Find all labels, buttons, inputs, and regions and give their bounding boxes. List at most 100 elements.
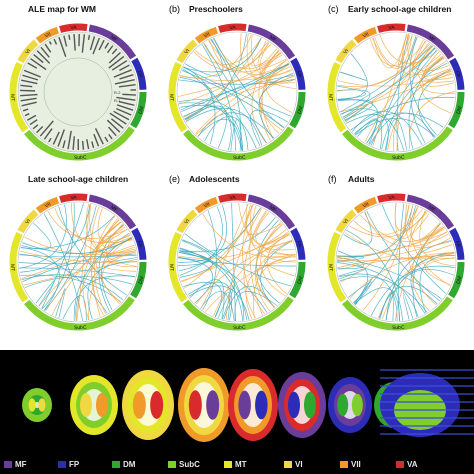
legend-label: SubC (179, 460, 200, 469)
chord (101, 238, 133, 311)
chord (97, 208, 131, 242)
legend-label: VA (407, 460, 418, 469)
arc-vii (353, 196, 378, 214)
chord (201, 44, 236, 151)
chord (385, 269, 454, 321)
chord (21, 236, 132, 280)
chord (245, 203, 297, 263)
arc-mt (9, 61, 29, 133)
chord (102, 244, 136, 258)
chord (337, 253, 455, 262)
arc-dm (130, 91, 147, 129)
arc-fp (131, 227, 147, 260)
chord (47, 211, 128, 239)
chord (204, 254, 296, 312)
chord (179, 247, 244, 321)
chord (249, 205, 263, 316)
chord (41, 203, 75, 310)
chord (340, 71, 367, 81)
legend-item-mt: MT (224, 460, 247, 469)
brain-slice-region (38, 398, 46, 412)
chord (250, 34, 296, 89)
legend-swatch (396, 461, 404, 468)
arc-label: FP (295, 240, 303, 248)
chord (340, 206, 418, 283)
chord (75, 275, 136, 322)
arc-dm (448, 91, 465, 129)
chord (264, 256, 296, 277)
ale-bar (86, 139, 90, 150)
chord (99, 221, 126, 243)
arc-subc (342, 126, 453, 161)
ale-bar (68, 34, 71, 40)
chord (245, 260, 297, 320)
ale-bar (111, 48, 118, 55)
chord (346, 229, 404, 321)
ale-bar (116, 96, 136, 101)
ale-bar (89, 36, 96, 51)
chord (106, 223, 137, 268)
chord (244, 205, 282, 235)
chord (420, 56, 455, 95)
arc-mt (327, 231, 347, 303)
legend-item-va: VA (396, 460, 418, 469)
chord (381, 62, 448, 150)
chord (349, 210, 427, 238)
arc-label: VII (362, 201, 370, 209)
chord (195, 66, 291, 135)
chord (179, 77, 213, 120)
chord (179, 206, 223, 276)
ale-bar (104, 136, 109, 143)
chord (177, 204, 227, 263)
arc-label: DM (137, 276, 145, 285)
arc-mf (88, 24, 137, 60)
chord (341, 108, 405, 151)
chord (184, 38, 224, 77)
chord (407, 34, 449, 72)
legend-item-mf: MF (4, 460, 27, 469)
ale-bar (119, 64, 130, 71)
panel-tag: (f) (328, 174, 337, 184)
chord (344, 232, 455, 260)
arc-vi (335, 209, 357, 234)
ale-bar (122, 93, 136, 96)
chord (337, 99, 379, 144)
arc-mt (327, 61, 347, 133)
brain-slices-strip: MF FP DM SubC MT VI VII VA (0, 350, 474, 474)
ale-bar (72, 136, 75, 150)
arc-label: VII (44, 31, 52, 39)
chord (179, 217, 276, 252)
chord (381, 257, 455, 320)
legend-item-vi: VI (284, 460, 303, 469)
chord (182, 68, 243, 151)
ale-bar (116, 107, 132, 116)
legend-item-dm: DM (112, 460, 135, 469)
arc-label: VI (342, 48, 350, 55)
arc-mt (9, 231, 29, 303)
ale-bar (110, 118, 124, 129)
arc-vii (353, 26, 378, 44)
arc-mf (406, 24, 455, 60)
arc-label: VI (342, 218, 350, 225)
chord (185, 37, 262, 122)
chord (214, 292, 231, 321)
brain-slice-region (132, 391, 146, 419)
chord (24, 276, 133, 288)
chord (76, 204, 91, 322)
ale-bar (106, 119, 121, 133)
ale-bar (114, 78, 135, 85)
ale-bar (22, 108, 29, 112)
arc-mf (247, 194, 296, 230)
brain-slice-region (96, 393, 108, 417)
arc-label: VA (70, 25, 77, 31)
chord (183, 38, 262, 73)
chord (93, 215, 116, 315)
chord (260, 59, 287, 141)
arc-vi (17, 209, 39, 234)
chord (182, 239, 245, 321)
chord (178, 256, 296, 267)
legend-label: VII (351, 460, 361, 469)
ale-bar (36, 50, 51, 64)
chord (366, 210, 441, 302)
ale-bar (113, 110, 130, 121)
